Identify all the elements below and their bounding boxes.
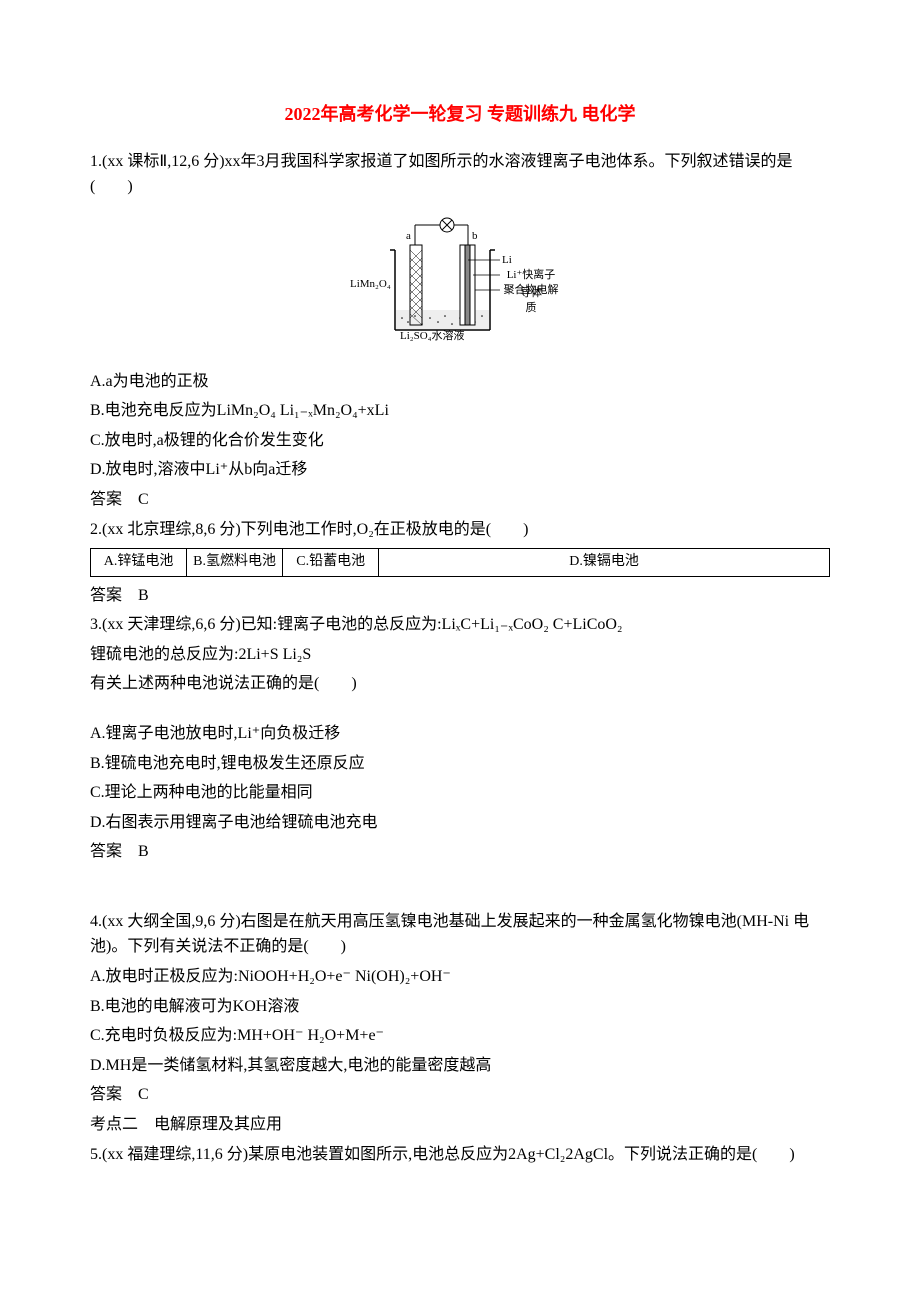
q1-answer: 答案 C	[90, 487, 830, 513]
label-b: b	[472, 228, 478, 246]
cell-a: A.锌锰电池	[91, 549, 187, 576]
cell-b: B.氢燃料电池	[187, 549, 283, 576]
q1-option-c: C.放电时,a极锂的化合价发生变化	[90, 428, 830, 454]
label-limn: LiMn₂O₄	[350, 276, 391, 294]
q4-option-c: C.充电时负极反应为:MH+OH⁻ H₂O+M+e⁻	[90, 1023, 830, 1049]
q5-prompt: 5.(xx 福建理综,11,6 分)某原电池装置如图所示,电池总反应为2Ag+C…	[90, 1142, 830, 1168]
label-a: a	[406, 228, 411, 246]
q3-prompt1: 3.(xx 天津理综,6,6 分)已知:锂离子电池的总反应为:LiₓC+Li₁₋…	[90, 612, 830, 638]
q3-option-c: C.理论上两种电池的比能量相同	[90, 780, 830, 806]
q1-option-a: A.a为电池的正极	[90, 369, 830, 395]
q1-option-d: D.放电时,溶液中Li⁺从b向a迁移	[90, 457, 830, 483]
q1-diagram: a b LiMn₂O₄ Li Li⁺快离子导体 聚合物电解质 Li₂SO₄水溶液	[90, 210, 830, 359]
q1-option-b: B.电池充电反应为LiMn₂O₄ Li₁₋ₓMn₂O₄+xLi	[90, 398, 830, 424]
q3-prompt3: 有关上述两种电池说法正确的是( )	[90, 671, 830, 697]
q1-prompt: 1.(xx 课标Ⅱ,12,6 分)xx年3月我国科学家报道了如图所示的水溶液锂离…	[90, 149, 830, 200]
label-solution: Li₂SO₄水溶液	[400, 328, 465, 346]
label-polymer: 聚合物电解质	[502, 282, 560, 317]
q3-option-b: B.锂硫电池充电时,锂电极发生还原反应	[90, 751, 830, 777]
q3-prompt2: 锂硫电池的总反应为:2Li+S Li₂S	[90, 642, 830, 668]
q4-option-d: D.MH是一类储氢材料,其氢密度越大,电池的能量密度越高	[90, 1053, 830, 1079]
section2-title: 考点二 电解原理及其应用	[90, 1112, 830, 1138]
q4-prompt: 4.(xx 大纲全国,9,6 分)右图是在航天用高压氢镍电池基础上发展起来的一种…	[90, 909, 830, 960]
q3-answer: 答案 B	[90, 839, 830, 865]
q4-answer: 答案 C	[90, 1082, 830, 1108]
cell-c: C.铅蓄电池	[283, 549, 379, 576]
q4-option-b: B.电池的电解液可为KOH溶液	[90, 994, 830, 1020]
q3-option-a: A.锂离子电池放电时,Li⁺向负极迁移	[90, 721, 830, 747]
q2-answer: 答案 B	[90, 583, 830, 609]
cell-d: D.镍镉电池	[379, 549, 830, 576]
table-row: A.锌锰电池 B.氢燃料电池 C.铅蓄电池 D.镍镉电池	[91, 549, 830, 576]
page-title: 2022年高考化学一轮复习 专题训练九 电化学	[90, 100, 830, 129]
q2-prompt: 2.(xx 北京理综,8,6 分)下列电池工作时,O₂在正极放电的是( )	[90, 517, 830, 543]
q3-option-d: D.右图表示用锂离子电池给锂硫电池充电	[90, 810, 830, 836]
q2-table: A.锌锰电池 B.氢燃料电池 C.铅蓄电池 D.镍镉电池	[90, 548, 830, 576]
q4-option-a: A.放电时正极反应为:NiOOH+H₂O+e⁻ Ni(OH)₂+OH⁻	[90, 964, 830, 990]
